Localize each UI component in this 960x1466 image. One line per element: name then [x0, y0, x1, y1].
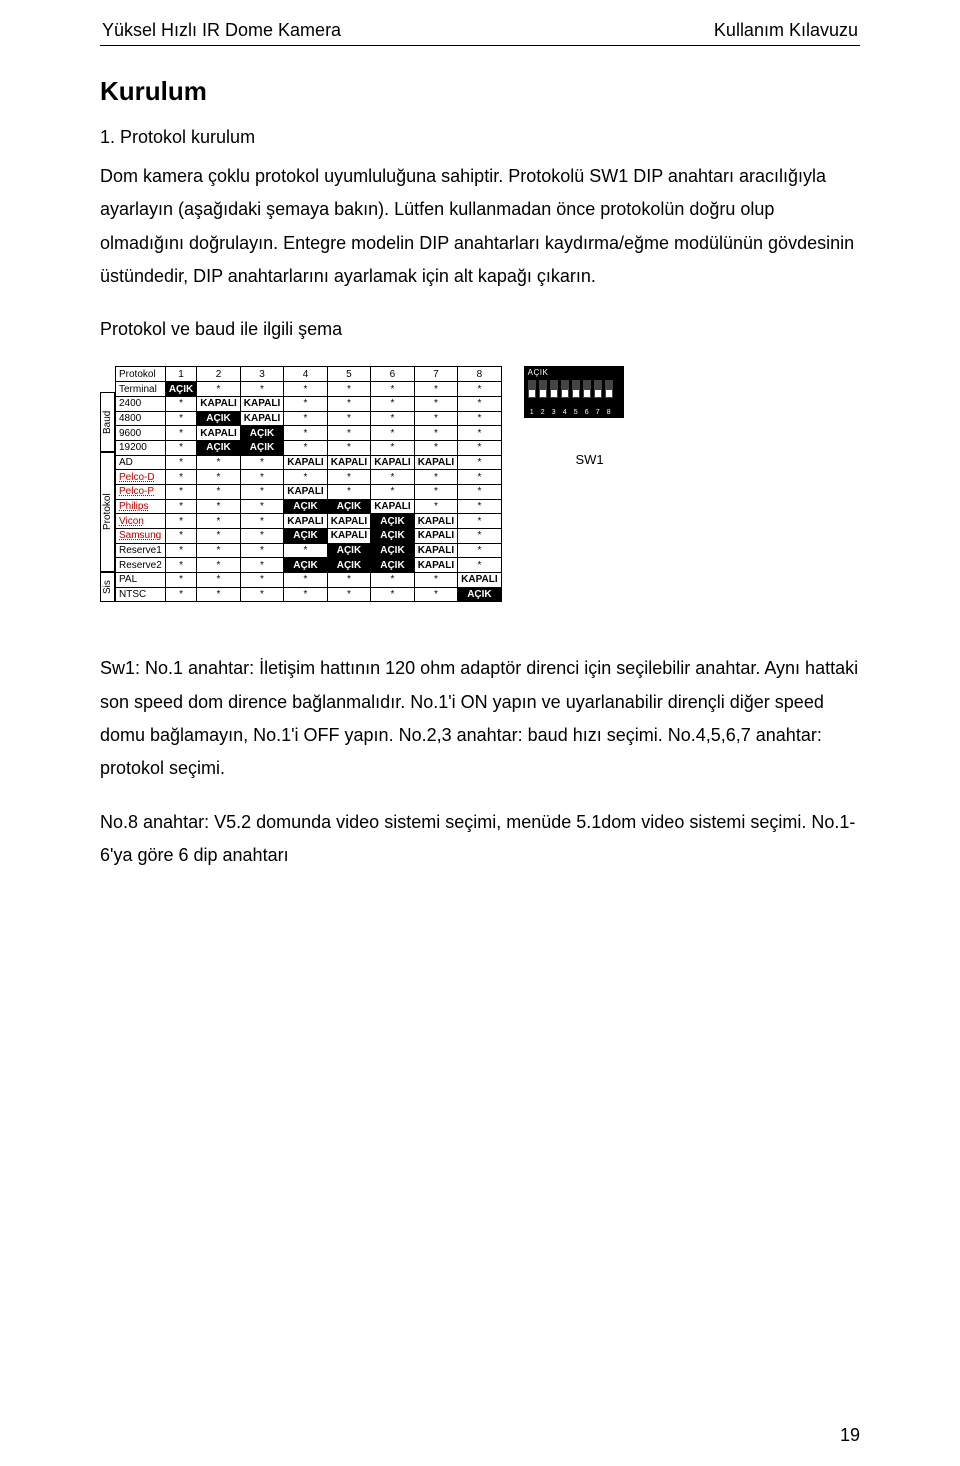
heading-kurulum: Kurulum: [100, 76, 860, 107]
figure-caption: Protokol ve baud ile ilgili şema: [100, 313, 860, 346]
group-label: Baud: [100, 392, 115, 452]
page-header: Yüksel Hızlı IR Dome Kamera Kullanım Kıl…: [100, 20, 860, 41]
protocol-figure: BaudProtokolSis Protokol12345678Terminal…: [100, 366, 860, 602]
dip-switch-figure: AÇIK 12345678 SW1: [524, 366, 624, 467]
page: Yüksel Hızlı IR Dome Kamera Kullanım Kıl…: [0, 0, 960, 1466]
header-left: Yüksel Hızlı IR Dome Kamera: [102, 20, 341, 41]
dip-switch: AÇIK 12345678: [524, 366, 624, 418]
table-wrap: BaudProtokolSis Protokol12345678Terminal…: [100, 366, 502, 602]
dip-switch-row: [528, 380, 620, 398]
header-rule: [100, 45, 860, 46]
table-group-labels: BaudProtokolSis: [100, 366, 115, 602]
body-2a: Sw1: No.1 anahtar: İletişim hattının 120…: [100, 652, 860, 785]
group-label: Sis: [100, 572, 115, 602]
header-right: Kullanım Kılavuzu: [714, 20, 858, 41]
sw1-label: SW1: [524, 452, 624, 467]
protocol-table: Protokol12345678TerminalAÇIK*******2400*…: [115, 366, 502, 602]
dip-on-label: AÇIK: [528, 368, 549, 377]
dip-switch-numbers: 12345678: [528, 409, 620, 416]
page-number: 19: [840, 1425, 860, 1446]
body-2b: No.8 anahtar: V5.2 domunda video sistemi…: [100, 806, 860, 873]
group-label: Protokol: [100, 452, 115, 572]
heading-protokol-kurulum: 1. Protokol kurulum: [100, 127, 860, 148]
intro-paragraph: Dom kamera çoklu protokol uyumluluğuna s…: [100, 160, 860, 293]
